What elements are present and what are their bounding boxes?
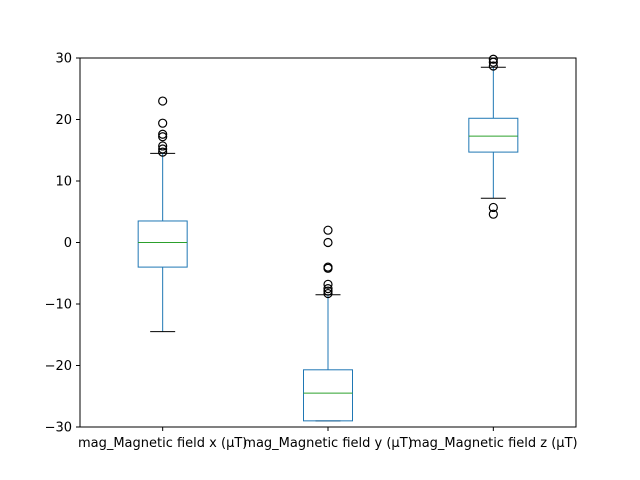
box-group-2 (303, 225, 353, 422)
y-tick-label: 20 (55, 113, 72, 128)
y-tick-label: 0 (64, 236, 72, 251)
x-tick-label: mag_Magnetic field y (µT) (243, 436, 412, 451)
y-tick-label: 30 (55, 52, 72, 67)
outlier-point (323, 225, 333, 235)
y-tick-label: −20 (45, 359, 72, 374)
y-tick-label: −30 (45, 421, 72, 436)
x-axis: mag_Magnetic field x (µT)mag_Magnetic fi… (78, 427, 578, 451)
outlier-point (323, 284, 333, 294)
outlier-point (488, 54, 498, 64)
outlier-point (323, 279, 333, 289)
iqr-box (468, 117, 519, 153)
y-tick-label: 10 (55, 175, 72, 190)
outlier-point (323, 288, 333, 299)
outlier-point (488, 61, 498, 71)
outlier-point (323, 262, 333, 272)
outlier-point (488, 202, 498, 213)
x-tick-label: mag_Magnetic field x (µT) (78, 436, 247, 451)
outlier-point (158, 141, 168, 151)
outlier-point (158, 147, 168, 157)
outlier-point (488, 209, 498, 219)
box-group-3 (468, 54, 519, 219)
outlier-point (158, 144, 168, 154)
outlier-point (158, 129, 168, 139)
iqr-box (137, 220, 188, 268)
y-tick-label: −10 (45, 298, 72, 313)
y-axis: −30 −20 −10 0 10 20 30 (45, 52, 80, 436)
outlier-point (158, 118, 168, 128)
outlier-point (323, 286, 333, 296)
outlier-point (158, 132, 168, 142)
outlier-point (158, 96, 168, 106)
outlier-point (323, 237, 333, 248)
box-group-1 (137, 96, 188, 333)
x-tick-label: mag_Magnetic field z (µT) (409, 436, 578, 451)
plot-area (137, 54, 519, 422)
iqr-box (303, 369, 353, 422)
